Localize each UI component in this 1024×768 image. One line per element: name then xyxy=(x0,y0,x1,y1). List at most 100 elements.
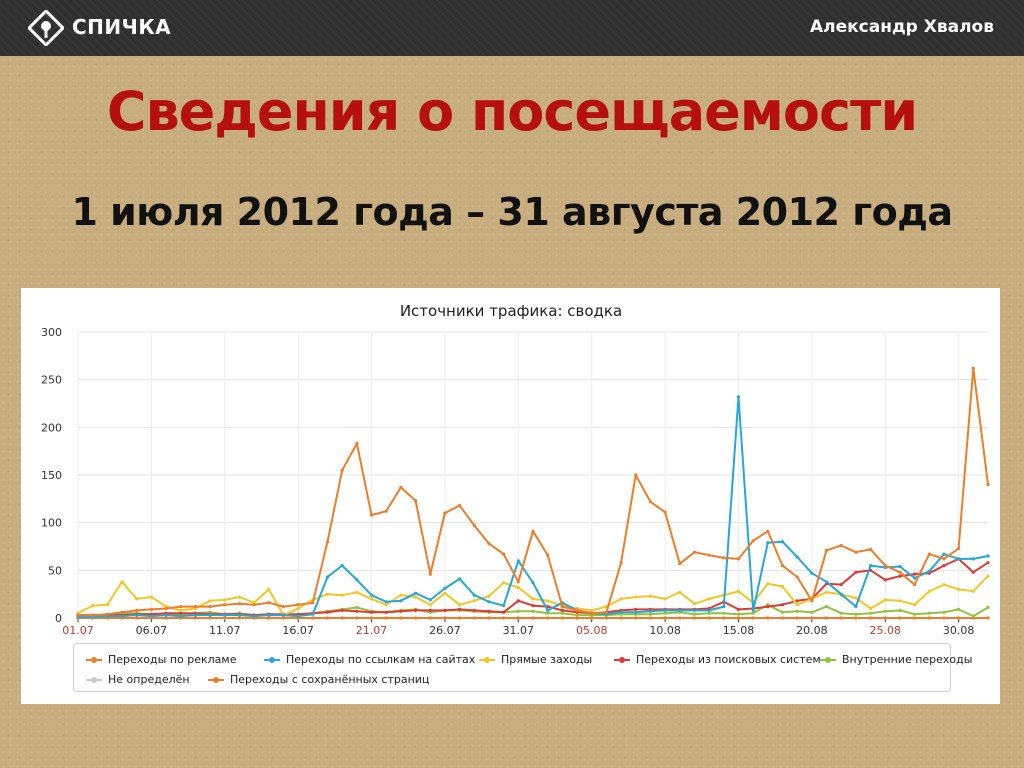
data-point-direct xyxy=(678,590,682,594)
legend-item-search[interactable]: Переходы из поисковых систем xyxy=(614,653,821,666)
x-tick-label: 11.07 xyxy=(209,624,241,637)
data-point-ads xyxy=(766,529,770,533)
legend-item-links[interactable]: Переходы по ссылкам на сайтах xyxy=(264,653,475,666)
brand-name: СПИЧКА xyxy=(72,15,172,39)
data-point-direct xyxy=(399,593,403,597)
data-point-links xyxy=(502,604,506,608)
data-point-saved xyxy=(736,616,741,620)
legend-item-undefined[interactable]: Не определён xyxy=(86,673,190,686)
data-point-ads xyxy=(223,603,227,607)
data-point-search xyxy=(898,574,902,578)
data-point-links xyxy=(780,540,785,544)
data-point-saved xyxy=(560,616,565,620)
data-point-saved xyxy=(281,616,286,620)
legend-label: Переходы из поисковых систем xyxy=(636,653,821,666)
x-tick-label: 26.07 xyxy=(429,624,461,637)
data-point-direct xyxy=(237,595,242,599)
data-point-search xyxy=(854,570,858,574)
data-point-links xyxy=(766,541,770,545)
data-point-direct xyxy=(766,582,770,586)
data-point-saved xyxy=(942,616,946,620)
legend-swatch xyxy=(264,657,280,663)
data-point-direct xyxy=(91,604,95,608)
data-point-ads xyxy=(590,611,594,615)
data-point-direct xyxy=(869,606,873,611)
data-point-ads xyxy=(135,608,139,612)
data-point-search xyxy=(487,609,491,613)
x-tick-label: 16.07 xyxy=(282,624,314,637)
data-point-direct xyxy=(149,595,153,599)
data-point-links xyxy=(340,564,344,568)
data-point-direct xyxy=(458,603,462,607)
data-point-links xyxy=(223,613,227,617)
data-point-saved xyxy=(839,616,843,620)
data-point-direct xyxy=(369,597,374,601)
data-point-direct xyxy=(634,595,638,599)
data-point-links xyxy=(942,552,946,556)
data-point-saved xyxy=(957,616,961,620)
data-point-saved xyxy=(751,616,755,620)
data-point-ads xyxy=(516,580,520,584)
data-point-ads xyxy=(399,485,403,489)
data-point-direct xyxy=(707,597,711,601)
data-point-search xyxy=(443,608,447,612)
data-point-direct xyxy=(663,597,667,601)
data-point-links xyxy=(487,600,491,604)
data-point-internal xyxy=(751,611,755,615)
legend-label: Переходы с сохранённых страниц xyxy=(230,673,430,686)
data-point-ads xyxy=(531,529,535,533)
data-point-internal xyxy=(707,611,711,615)
data-point-links xyxy=(634,610,638,614)
data-point-links xyxy=(869,564,873,568)
data-point-search xyxy=(795,599,799,603)
data-point-direct xyxy=(854,596,858,600)
x-tick-label: 30.08 xyxy=(943,624,975,637)
data-point-links xyxy=(428,598,432,602)
data-point-links xyxy=(281,613,286,617)
data-point-search xyxy=(531,604,535,608)
data-point-direct xyxy=(487,594,491,598)
author-name: Александр Хвалов xyxy=(809,17,994,37)
data-point-internal xyxy=(824,605,829,609)
data-point-saved xyxy=(810,616,814,620)
data-point-links xyxy=(384,600,388,604)
data-point-internal xyxy=(927,611,931,615)
data-point-links xyxy=(531,581,535,585)
x-tick-label: 05.08 xyxy=(576,624,608,637)
data-point-saved xyxy=(869,616,873,620)
data-point-ads xyxy=(105,612,109,616)
data-point-ads xyxy=(252,603,256,607)
legend-label: Прямые заходы xyxy=(501,653,593,666)
data-point-ads xyxy=(472,523,476,528)
data-point-direct xyxy=(780,584,785,589)
data-point-links xyxy=(722,605,726,609)
x-tick-label: 15.08 xyxy=(723,624,755,637)
data-point-ads xyxy=(722,556,726,560)
data-point-direct xyxy=(340,593,344,597)
data-point-saved xyxy=(399,616,403,620)
data-point-ads xyxy=(707,553,711,557)
legend-item-saved[interactable]: Переходы с сохранённых страниц xyxy=(208,673,429,686)
data-point-ads xyxy=(575,608,579,612)
data-point-direct xyxy=(120,580,124,584)
data-point-ads xyxy=(487,542,491,546)
data-point-saved xyxy=(223,616,227,620)
legend-item-direct[interactable]: Прямые заходы xyxy=(479,653,592,666)
data-point-ads xyxy=(736,557,741,561)
slide-title: Сведения о посещаемости xyxy=(106,80,918,143)
data-point-ads xyxy=(384,509,388,513)
data-point-links xyxy=(927,569,931,573)
data-point-direct xyxy=(443,591,447,595)
data-point-direct xyxy=(105,603,109,607)
legend-item-internal[interactable]: Внутренние переходы xyxy=(820,653,972,666)
data-point-internal xyxy=(883,609,887,613)
data-point-direct xyxy=(414,595,418,599)
data-point-saved xyxy=(766,616,770,620)
data-point-saved xyxy=(634,616,638,620)
legend-item-ads[interactable]: Переходы по рекламе xyxy=(86,653,236,666)
data-point-internal xyxy=(869,611,873,615)
data-point-links xyxy=(120,614,124,618)
data-point-search xyxy=(502,610,506,614)
data-point-links xyxy=(546,608,550,612)
data-point-direct xyxy=(957,587,961,591)
